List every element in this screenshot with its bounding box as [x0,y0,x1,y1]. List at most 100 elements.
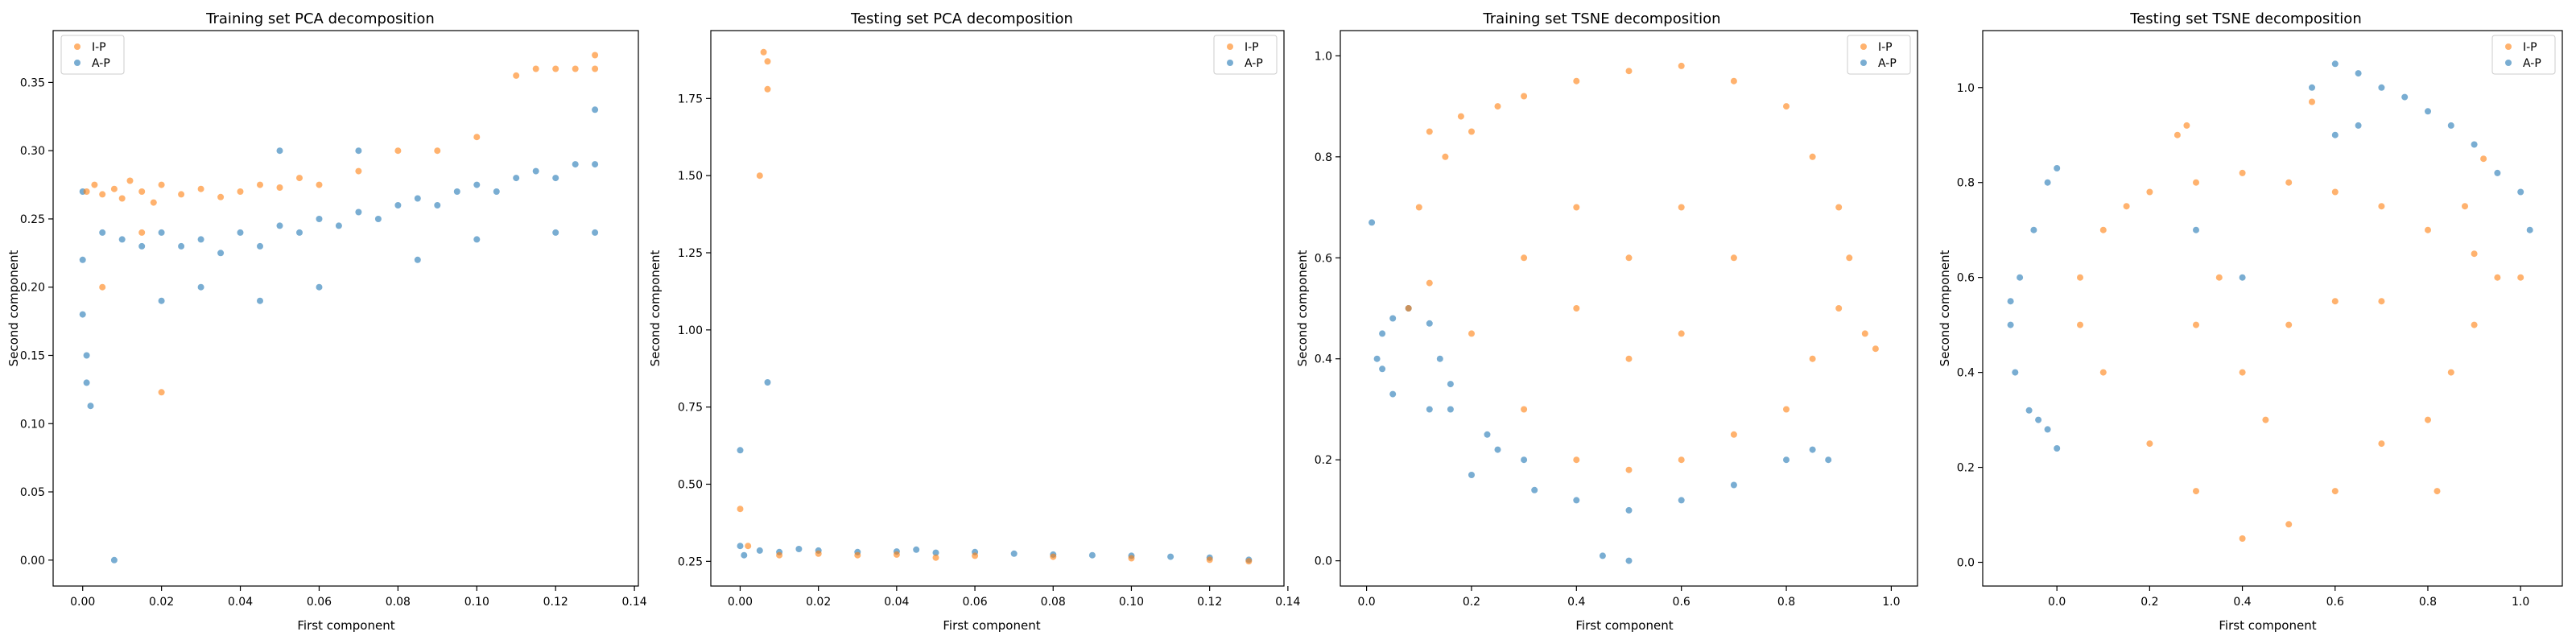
point-a-p [335,222,342,229]
point-a-p [2030,226,2037,233]
point-a-p [2378,84,2385,91]
point-i-p [237,188,244,195]
point-a-p [2517,188,2524,196]
y-tick-label: 0.4 [1315,353,1332,366]
point-i-p [1872,345,1879,353]
point-a-p [138,242,146,250]
legend-marker-i-p [1227,43,1233,50]
point-i-p [1809,153,1816,160]
point-a-p [473,236,481,243]
point-i-p [2309,98,2315,105]
point-a-p [1368,219,1376,226]
point-i-p [158,181,165,188]
y-tick-label: 1.25 [678,247,703,260]
point-a-p [1625,506,1633,514]
point-a-p [1730,481,1737,489]
point-i-p [1494,103,1501,110]
point-a-p [158,297,165,304]
point-i-p [2193,321,2199,328]
point-a-p [83,352,90,359]
panel-title: Testing set PCA decomposition [850,10,1073,27]
y-tick-label: 0.6 [1957,272,1975,285]
point-a-p [1809,446,1816,453]
point-i-p [1206,556,1213,564]
point-a-p [414,195,421,202]
point-a-p [237,229,244,236]
x-tick-label: 0.08 [1041,596,1066,609]
x-axis-label: First component [943,618,1040,633]
point-a-p [257,297,263,304]
point-i-p [110,185,118,192]
point-i-p [2331,188,2339,196]
legend-marker-i-p [1860,43,1867,50]
plot-area [79,52,599,564]
point-i-p [1573,456,1580,464]
x-tick-label: 0.12 [1197,596,1222,609]
point-i-p [776,551,783,559]
point-a-p [217,250,225,257]
point-i-p [1521,93,1528,100]
y-ticks: 0.0 0.2 0.4 0.6 0.8 1.0 [1957,82,1983,570]
point-i-p [2425,416,2431,423]
point-i-p [83,188,90,195]
y-tick-label: 0.10 [20,418,45,431]
point-i-p [552,65,559,72]
point-i-p [815,550,822,557]
point-i-p [1415,204,1422,211]
point-a-p [932,549,939,556]
point-i-p [2331,298,2339,305]
point-a-p [99,229,106,236]
point-i-p [257,181,263,188]
point-i-p [1783,103,1790,110]
point-a-p [2447,122,2454,129]
point-i-p [1573,305,1580,312]
point-i-p [2378,203,2385,210]
legend-label-a-p: A-P [2523,57,2541,70]
point-a-p [2331,131,2339,138]
legend-marker-i-p [2505,43,2512,50]
y-tick-label: 0.2 [1957,462,1975,475]
x-tick-label: 0.12 [543,596,568,609]
y-tick-label: 0.05 [20,486,45,499]
point-a-p [197,283,204,291]
point-a-p [913,546,920,553]
legend-label-i-p: I-P [92,41,106,54]
point-a-p [276,222,283,229]
panel-train-pca: Training set PCA decomposition 0.00 0.02 0… [6,10,647,633]
legend: I-P A-P [1213,35,1278,75]
point-i-p [126,177,134,184]
point-i-p [572,65,579,72]
point-i-p [2077,274,2083,281]
x-tick-label: 0.10 [1119,596,1144,609]
x-tick-label: 0.06 [962,596,987,609]
point-i-p [1678,62,1685,69]
point-a-p [296,229,303,236]
plot-area [2007,60,2533,542]
point-a-p [197,236,204,243]
point-a-p [1426,320,1433,327]
point-a-p [572,161,579,168]
point-i-p [1625,466,1633,473]
point-i-p [2471,321,2478,328]
point-i-p [2262,416,2269,423]
point-a-p [158,229,165,236]
point-a-p [1521,456,1528,464]
point-a-p [2017,274,2024,281]
legend: I-P A-P [1847,35,1911,75]
point-i-p [178,191,185,198]
point-i-p [1783,406,1790,413]
point-a-p [178,242,185,250]
point-a-p [764,379,771,386]
y-axis-label: Second component [1938,250,1952,366]
y-axis-label: Second component [1295,250,1310,366]
point-i-p [2434,488,2441,495]
point-i-p [513,72,520,79]
point-i-p [1678,330,1685,337]
point-a-p [1573,497,1580,504]
point-a-p [2193,226,2199,233]
y-tick-label: 0.4 [1957,367,1975,380]
point-i-p [1835,204,1843,211]
point-a-p [1167,553,1174,560]
y-tick-label: 0.25 [678,555,703,568]
